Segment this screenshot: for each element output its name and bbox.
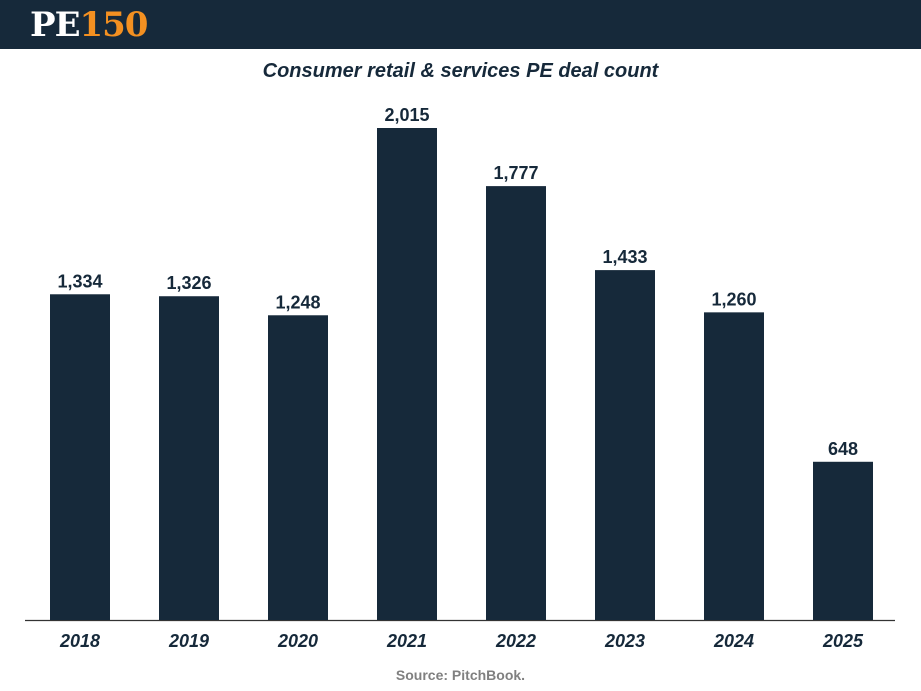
x-tick-label-2019: 2019 — [168, 631, 209, 651]
x-tick-label-2025: 2025 — [822, 631, 864, 651]
bar-2022 — [486, 186, 546, 620]
logo-number: 150 — [79, 5, 148, 45]
bar-2023 — [595, 270, 655, 620]
value-label-2025: 648 — [828, 439, 858, 459]
bar-2019 — [159, 296, 219, 620]
x-tick-label-2023: 2023 — [604, 631, 645, 651]
x-tick-label-2022: 2022 — [495, 631, 536, 651]
logo-prefix: PE — [30, 5, 80, 45]
bar-2025 — [813, 461, 873, 620]
bar-chart: 1,334 2018 1,326 2019 1,248 2020 2,015 2021 1,77… — [25, 105, 895, 651]
value-label-2024: 1,260 — [711, 289, 756, 309]
x-tick-label-2020: 2020 — [277, 631, 318, 651]
x-tick-label-2021: 2021 — [386, 631, 427, 651]
value-label-2018: 1,334 — [57, 271, 102, 291]
bar-2021 — [377, 128, 437, 620]
value-label-2021: 2,015 — [384, 105, 429, 125]
value-label-2023: 1,433 — [602, 247, 647, 267]
source-note: Source: PitchBook. — [395, 667, 526, 683]
value-label-2022: 1,777 — [493, 163, 538, 183]
x-tick-label-2024: 2024 — [713, 631, 754, 651]
chart-title: Consumer retail & services PE deal count — [262, 60, 659, 82]
bar-2024 — [704, 312, 764, 620]
pe150-logo: PE150 — [30, 5, 148, 45]
bar-2020 — [268, 315, 328, 620]
value-label-2019: 1,326 — [166, 273, 211, 293]
value-label-2020: 1,248 — [275, 292, 320, 312]
bar-2018 — [50, 294, 110, 620]
x-tick-label-2018: 2018 — [59, 631, 100, 651]
header-bar: PE150 — [0, 0, 921, 49]
